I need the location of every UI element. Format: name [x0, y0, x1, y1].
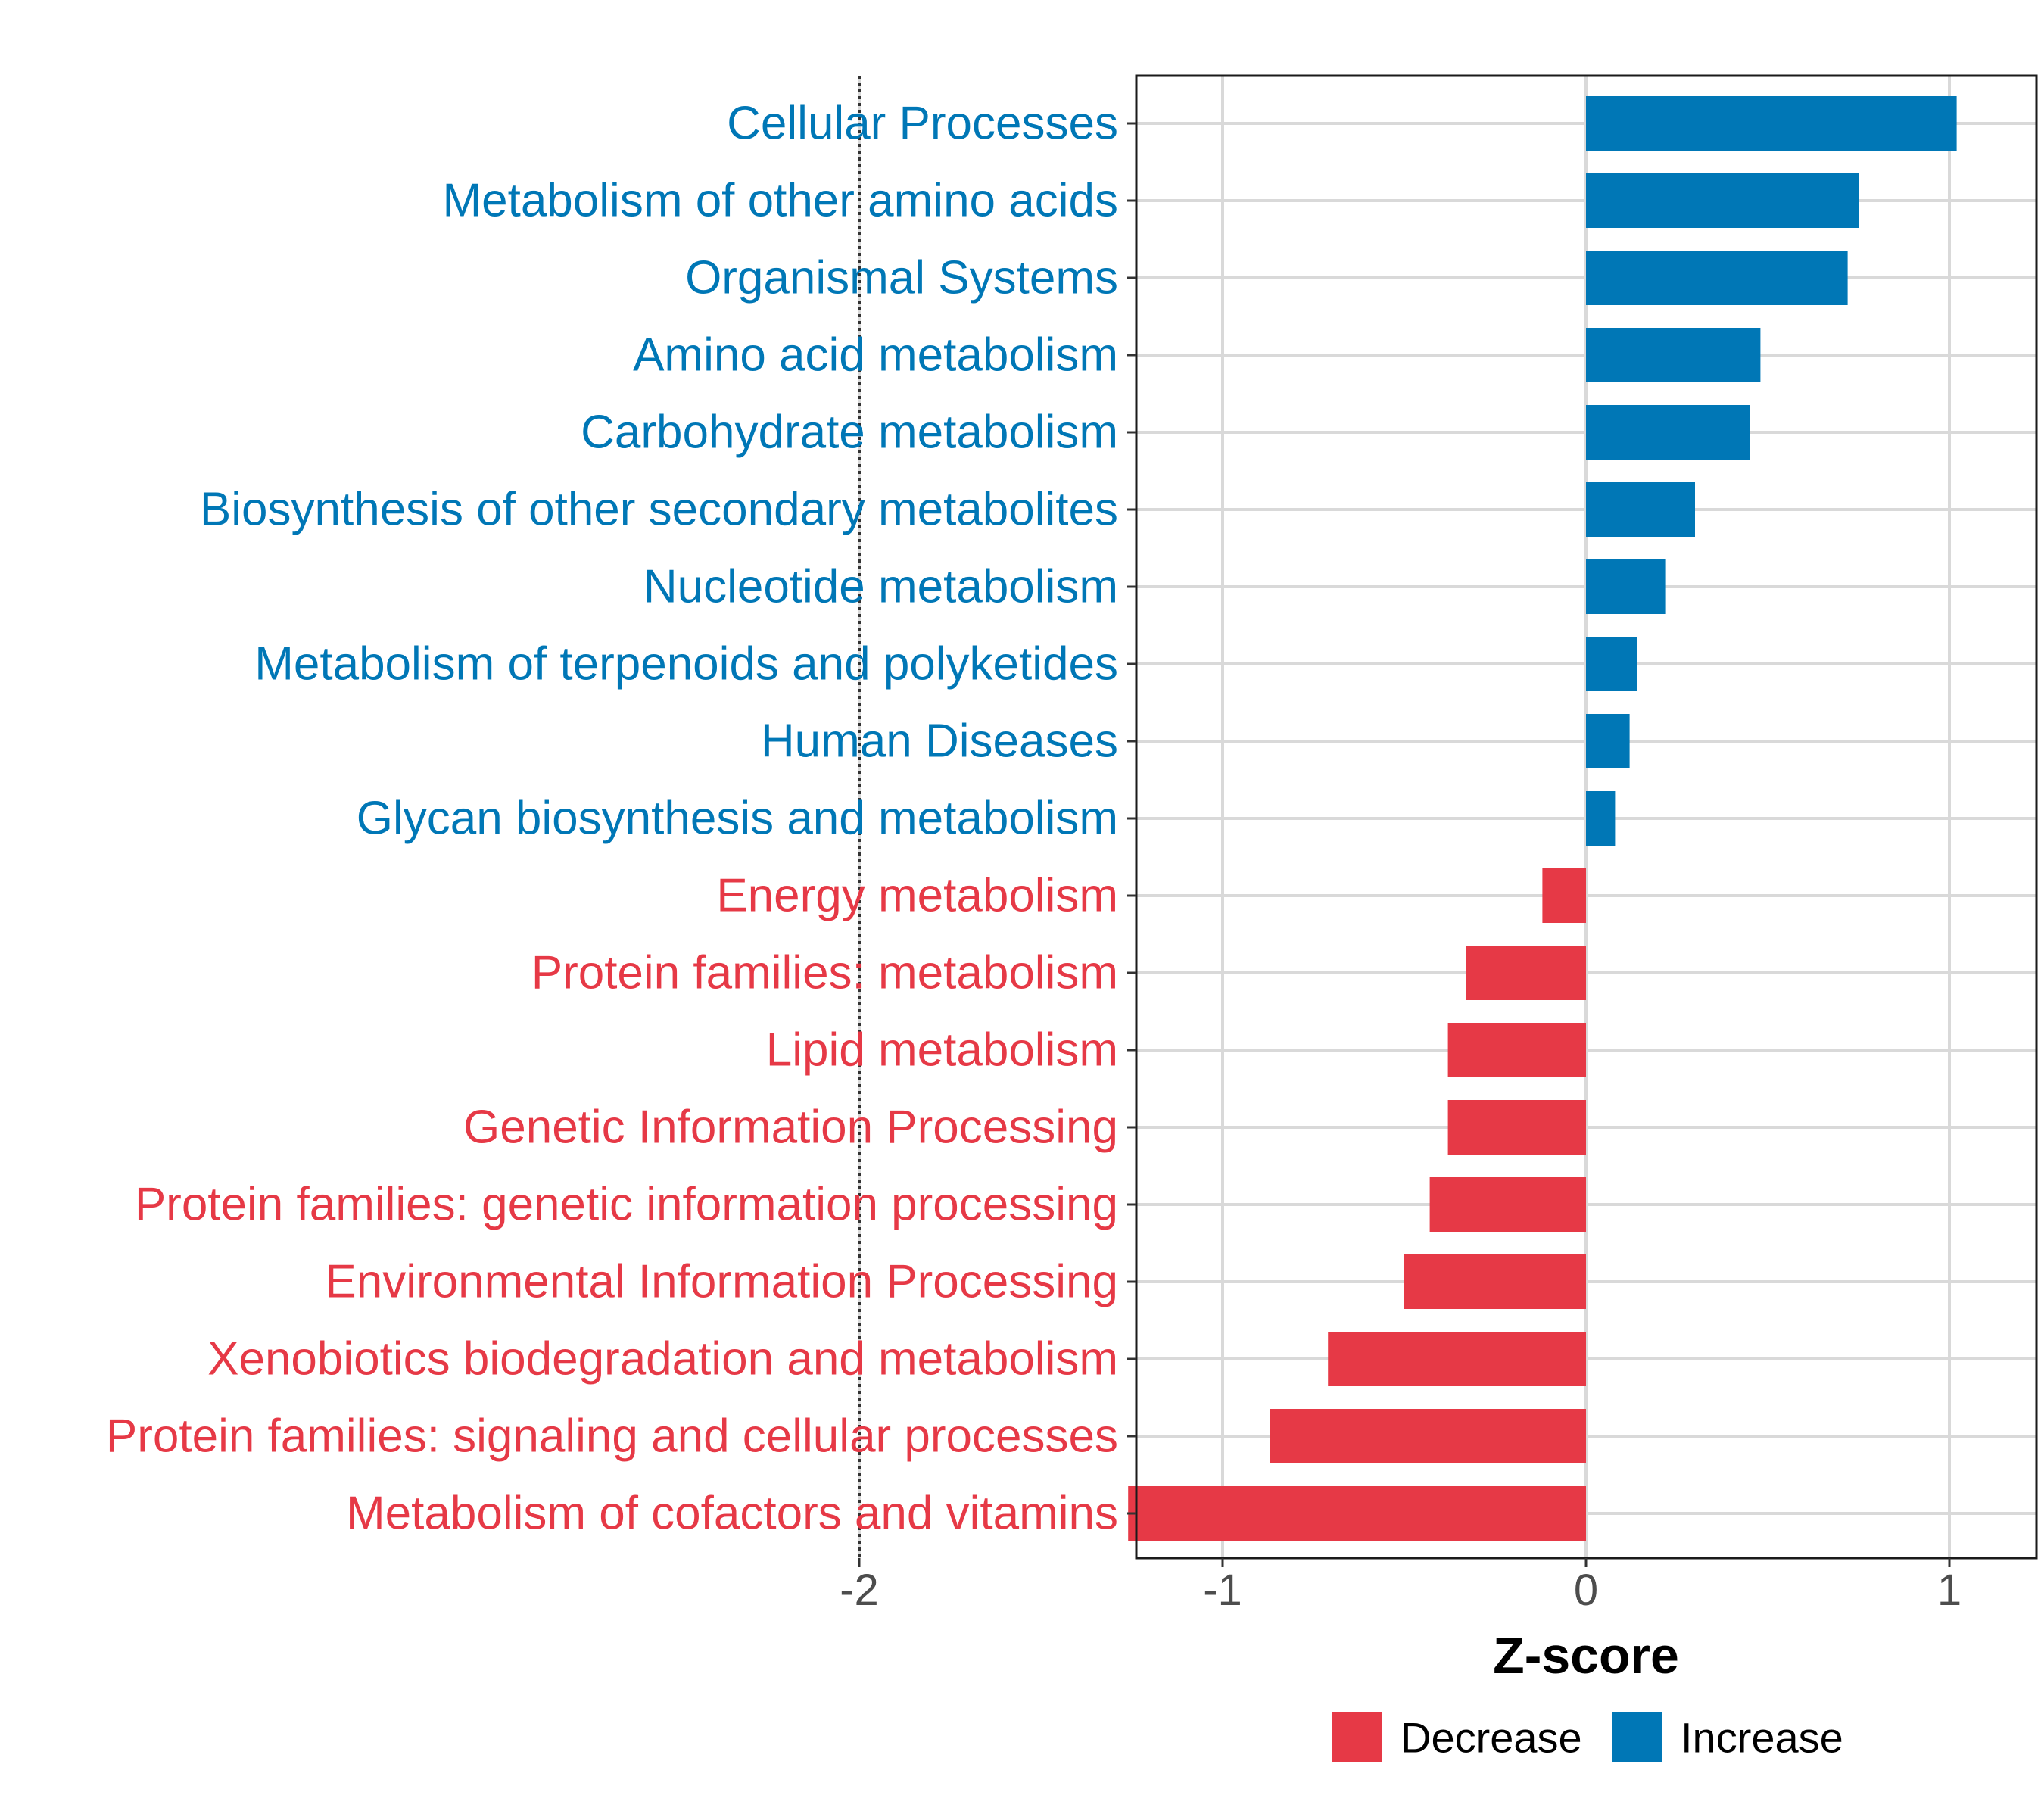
- category-label: Amino acid metabolism: [633, 329, 1118, 382]
- category-label: Metabolism of terpenoids and polyketides: [254, 638, 1118, 690]
- x-axis: -2-1012: [840, 122, 1961, 1615]
- legend-label-decrease: Decrease: [1401, 1714, 1582, 1762]
- category-label: Glycan biosynthesis and metabolism: [357, 793, 1118, 845]
- category-label: Protein families: metabolism: [531, 947, 1118, 999]
- bar: [1586, 405, 1750, 460]
- bar: [1586, 173, 1859, 228]
- bar: [1447, 1100, 1586, 1155]
- bar: [1586, 96, 1957, 151]
- category-label: Energy metabolism: [716, 870, 1118, 922]
- bar: [1586, 482, 1695, 537]
- bar: [1586, 791, 1616, 846]
- category-label: Genetic Information Processing: [463, 1102, 1118, 1154]
- category-label: Carbohydrate metabolism: [581, 407, 1118, 459]
- category-label: Cellular Processes: [727, 98, 1118, 150]
- legend-swatch-decrease: [1332, 1712, 1382, 1762]
- x-tick-label: 0: [1574, 1566, 1598, 1615]
- bar: [1404, 1254, 1586, 1309]
- bar: [1586, 637, 1637, 691]
- bar: [1586, 714, 1630, 768]
- x-tick-label: -1: [1203, 1566, 1242, 1615]
- category-label: Human Diseases: [761, 715, 1118, 768]
- category-label: Nucleotide metabolism: [643, 561, 1118, 613]
- category-label: Protein families: signaling and cellular…: [106, 1410, 1118, 1463]
- bar: [1542, 868, 1586, 923]
- category-labels: Cellular Processes Metabolism of other am…: [106, 98, 1118, 1540]
- category-label: Metabolism of other amino acids: [442, 175, 1118, 227]
- category-label: Xenobiotics biodegradation and metabolis…: [207, 1333, 1118, 1385]
- bar: [1586, 328, 1761, 382]
- legend-swatch-increase: [1612, 1712, 1662, 1762]
- bar: [1429, 1177, 1586, 1232]
- category-label: Environmental Information Processing: [325, 1256, 1118, 1308]
- x-tick-label: 1: [1937, 1566, 1961, 1615]
- bar: [1586, 559, 1666, 614]
- x-axis-title: Z-score: [1493, 1627, 1679, 1685]
- bar: [1328, 1332, 1586, 1386]
- bar: [1447, 1023, 1586, 1077]
- bar: [1128, 1486, 1586, 1541]
- x-tick-label: -2: [840, 1566, 879, 1615]
- bar: [1270, 1409, 1586, 1463]
- legend-label-increase: Increase: [1681, 1714, 1843, 1762]
- legend: Decrease Increase: [1332, 1712, 1843, 1762]
- category-label: Biosynthesis of other secondary metaboli…: [200, 484, 1118, 536]
- category-label: Lipid metabolism: [766, 1024, 1118, 1077]
- category-label: Metabolism of cofactors and vitamins: [346, 1488, 1118, 1540]
- bar: [1466, 946, 1586, 1000]
- category-label: Organismal Systems: [685, 252, 1118, 304]
- plot-area: [858, 74, 2038, 1560]
- category-label: Protein families: genetic information pr…: [135, 1179, 1118, 1231]
- bar: [1586, 251, 1848, 305]
